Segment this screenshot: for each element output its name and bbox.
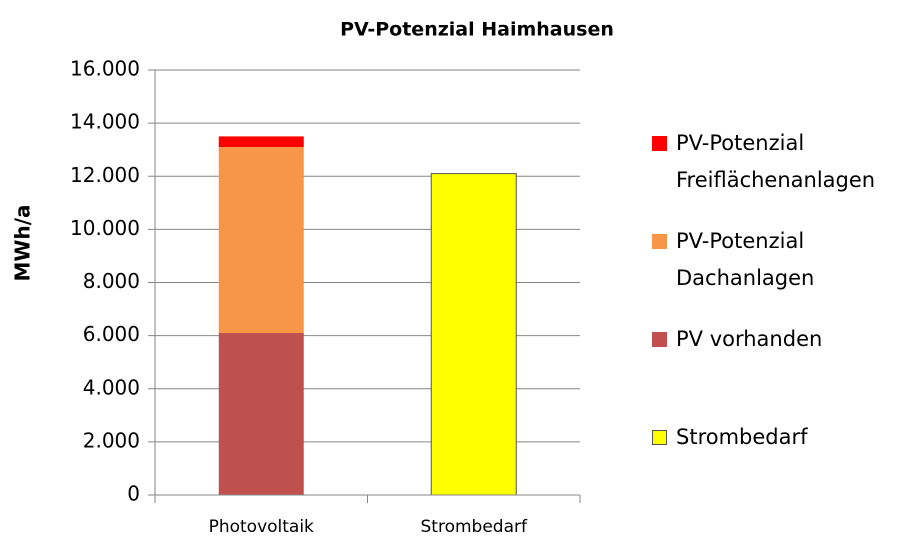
y-tick-label: 2.000 bbox=[83, 428, 140, 452]
y-tick-label: 16.000 bbox=[70, 57, 140, 81]
x-tick-label: Photovoltaik bbox=[209, 517, 314, 537]
legend-swatch bbox=[652, 332, 667, 347]
x-tick-label: Strombedarf bbox=[421, 517, 528, 537]
y-tick-label: 0 bbox=[127, 482, 140, 506]
legend-swatch bbox=[652, 234, 667, 249]
legend-swatch bbox=[652, 136, 667, 151]
legend-label: Strombedarf bbox=[676, 425, 808, 449]
legend-item: PV-Potenzial Freiflächenanlagen bbox=[652, 125, 902, 199]
y-tick-label: 14.000 bbox=[70, 110, 140, 134]
legend-item: PV-Potenzial Dachanlagen bbox=[652, 223, 902, 297]
legend-swatch bbox=[652, 430, 667, 445]
legend-label: PV-Potenzial Freiflächenanlagen bbox=[676, 131, 876, 192]
legend-item: Strombedarf bbox=[652, 419, 902, 456]
chart-title: PV-Potenzial Haimhausen bbox=[340, 19, 614, 41]
y-tick-label: 8.000 bbox=[83, 269, 140, 293]
bar-segment bbox=[430, 173, 517, 496]
y-axis-label: MWh/a bbox=[11, 204, 35, 281]
y-tick-label: 12.000 bbox=[70, 163, 140, 187]
legend-item: PV vorhanden bbox=[652, 321, 902, 358]
y-tick-label: 4.000 bbox=[83, 375, 140, 399]
y-tick-label: 6.000 bbox=[83, 322, 140, 346]
bar-segment bbox=[218, 332, 304, 495]
legend-label: PV-Potenzial Dachanlagen bbox=[676, 229, 815, 290]
y-tick-label: 10.000 bbox=[70, 216, 140, 240]
bar-segment bbox=[218, 136, 304, 148]
bar-segment bbox=[218, 147, 304, 333]
legend-label: PV vorhanden bbox=[676, 327, 823, 351]
